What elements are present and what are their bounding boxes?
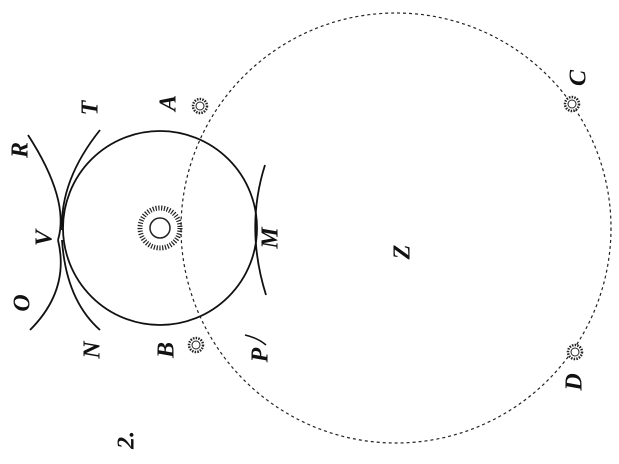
- point-label: M: [258, 226, 284, 250]
- point-label: O: [10, 294, 36, 311]
- point-label: A: [156, 95, 182, 113]
- star-d: [566, 343, 584, 361]
- point-label: C: [566, 69, 592, 86]
- point-label: B: [154, 342, 180, 359]
- orbit: [180, 12, 612, 444]
- star-c: [563, 95, 581, 113]
- point-label: T: [78, 99, 104, 115]
- point-label: R: [8, 142, 34, 159]
- arc-o: [29, 239, 62, 331]
- arc-m: [254, 164, 267, 296]
- arc-t: [61, 129, 101, 231]
- arc-r: [27, 134, 62, 241]
- planet-circle: [62, 130, 258, 326]
- point-label: D: [562, 373, 588, 391]
- point-label: Z: [390, 244, 416, 260]
- star-a: [191, 97, 209, 115]
- arc-n: [61, 239, 101, 331]
- point-label: V: [32, 228, 58, 246]
- sun: [137, 205, 183, 251]
- point-label: N: [80, 340, 106, 360]
- figure-number: 2.: [114, 431, 140, 450]
- point-label: P: [248, 347, 274, 363]
- star-b: [187, 336, 205, 354]
- labels: A B C D M N O P R T V Z 2.: [8, 69, 592, 450]
- arc-p: [244, 334, 267, 346]
